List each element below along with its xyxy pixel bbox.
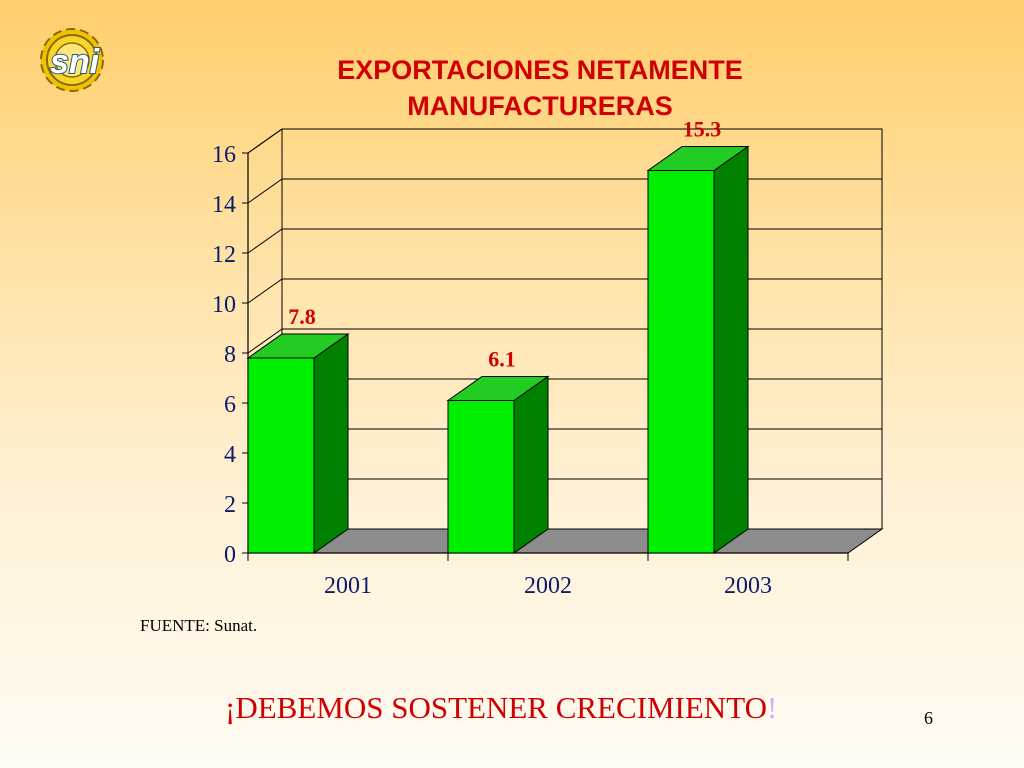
gridline-side (247, 278, 283, 304)
gridline-side (247, 178, 283, 204)
logo-text: sni (50, 43, 101, 81)
x-tick-label: 2003 (724, 573, 772, 599)
chart-title-line1: EXPORTACIONES NETAMENTE (337, 55, 743, 85)
gridline-side (247, 228, 283, 254)
gear-icon (40, 28, 104, 92)
bar-side (513, 375, 549, 554)
data-label: 7.8 (288, 304, 316, 329)
bar-front (647, 170, 715, 554)
y-tick-label: 16 (212, 142, 236, 168)
slogan-exclamation: ! (766, 690, 778, 725)
slogan-text: ¡DEBEMOS SOSTENER CRECIMIENTO (225, 690, 767, 725)
bar-front (447, 400, 515, 554)
data-label: 15.3 (683, 117, 722, 142)
gridline-side (247, 328, 283, 354)
chart-bars (246, 145, 750, 554)
y-tick-label: 6 (224, 392, 236, 418)
y-tick-label: 10 (212, 292, 236, 318)
slogan: ¡DEBEMOS SOSTENER CRECIMIENTO! (225, 690, 777, 726)
data-label: 6.1 (488, 347, 516, 372)
y-tick-label: 2 (224, 492, 236, 518)
value-labels: 7.8 6.1 15.3 (288, 117, 721, 372)
bar-top (446, 376, 550, 401)
y-tick-label: 4 (224, 442, 236, 468)
x-axis: 2001 2002 2003 (247, 552, 849, 599)
bar-side (313, 333, 349, 554)
bar-top (646, 146, 750, 171)
gridline-side (247, 128, 283, 154)
bar-front (247, 357, 315, 554)
chart-title: EXPORTACIONES NETAMENTE MANUFACTURERAS (240, 52, 840, 124)
y-axis: 0 2 4 6 8 10 12 14 16 (212, 142, 248, 568)
y-tick-label: 14 (212, 192, 236, 218)
y-tick-label: 0 (224, 542, 236, 568)
y-tick-label: 12 (212, 242, 236, 268)
source-note: FUENTE: Sunat. (140, 616, 258, 635)
bar-top (246, 333, 350, 359)
x-tick-label: 2001 (324, 573, 372, 599)
page-number: 6 (924, 708, 933, 728)
sni-logo: sni (40, 28, 104, 92)
chart-title-line2: MANUFACTURERAS (407, 91, 673, 121)
y-tick-label: 8 (224, 342, 236, 368)
bar-side (713, 145, 749, 554)
x-tick-label: 2002 (524, 573, 572, 599)
